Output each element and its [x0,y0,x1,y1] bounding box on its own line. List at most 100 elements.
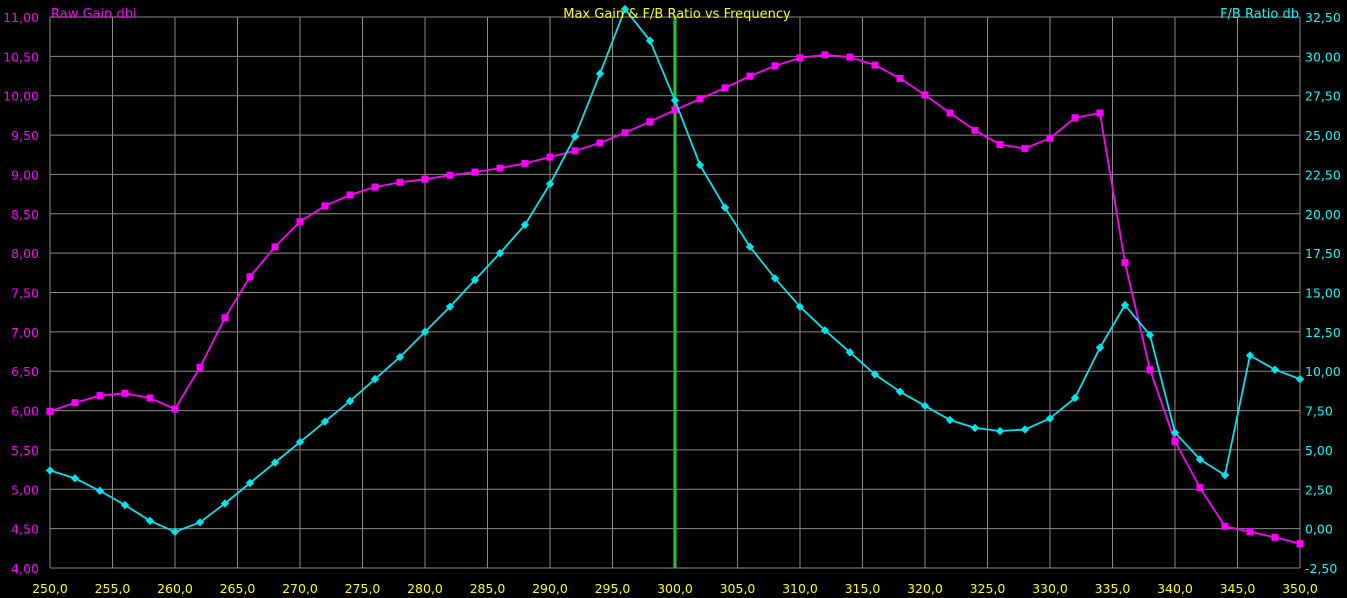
x-tick-label: 315,0 [845,581,881,596]
x-tick-label: 320,0 [907,581,943,596]
y-right-tick-label: 17,50 [1305,246,1341,261]
fb-ratio-point [120,500,130,510]
gain-point [571,147,579,155]
gain-point [96,392,104,400]
fb-ratio-point [1070,393,1080,403]
gain-point [171,405,179,413]
x-tick-label: 285,0 [470,581,506,596]
gain-series [46,51,1304,548]
fb-ratio-point [1095,343,1105,352]
y-left-tick-label: 5,50 [11,443,39,458]
gain-point [1271,533,1279,541]
gain-point [721,84,729,92]
gain-point [471,168,479,176]
gain-point [1046,134,1054,142]
gain-point [1246,528,1254,536]
y-left-tick-label: 6,50 [11,364,39,379]
y-left-tick-label: 7,50 [11,286,39,301]
gain-point [621,129,629,137]
fb-ratio-point [420,327,430,337]
fb-ratio-point [170,527,180,536]
fb-ratio-point [95,486,105,496]
fb-ratio-point [495,248,505,258]
gain-point [671,106,679,114]
y-left-tick-label: 4,50 [11,522,39,537]
x-tick-label: 305,0 [720,581,756,596]
gain-point [196,363,204,371]
y-right-tick-label: 25,00 [1305,128,1341,143]
fb-ratio-point [320,417,330,426]
fb-ratio-point [270,458,280,467]
chart-title: Max Gain & F/B Ratio vs Frequency [563,7,791,22]
gain-point [821,51,829,59]
y-left-axis-label: Raw Gain dbi [51,7,137,22]
fb-ratio-point [70,474,80,483]
y-left-tick-label: 6,00 [11,404,39,419]
fb-ratio-point [520,220,530,230]
gain-point [596,139,604,147]
x-tick-label: 335,0 [1095,581,1131,596]
y-left-tick-label: 10,00 [3,89,39,104]
y-left-tick-label: 9,00 [11,167,39,182]
tick-labels: 250,0 255,0 260,0 265,0 270,0 275,0 280,0 285,0… [3,10,1341,596]
gain-point [896,74,904,82]
fb-ratio-point [870,370,880,379]
gain-point [71,399,79,407]
gain-point [346,191,354,199]
gain-point [1071,114,1079,122]
y-right-tick-label: 0,00 [1305,522,1333,537]
gain-point [1171,437,1179,445]
y-right-tick-label: 2,50 [1305,482,1333,497]
fb-ratio-point [695,160,705,170]
gain-point [1096,109,1104,117]
fb-ratio-point [1220,470,1230,480]
fb-ratio-point [995,426,1005,436]
x-tick-label: 310,0 [782,581,818,596]
y-right-tick-label: -2,50 [1305,561,1337,576]
x-tick-label: 280,0 [407,581,443,596]
x-tick-label: 255,0 [95,581,131,596]
fb-ratio-point [1145,330,1155,340]
fb-ratio-point [1270,365,1280,374]
fb-ratio-point [720,203,730,212]
gain-point [121,389,129,397]
fb-ratio-point [220,499,230,508]
x-tick-label: 325,0 [970,581,1006,596]
series-layer [45,4,1305,548]
fb-ratio-point [1020,425,1030,434]
x-tick-label: 350,0 [1282,581,1318,596]
gain-point [146,394,154,402]
fb-ratio-point [1295,374,1305,384]
y-left-tick-label: 11,00 [3,10,39,25]
gain-point [996,141,1004,149]
gain-point [846,53,854,61]
y-right-tick-label: 30,00 [1305,49,1341,64]
fb-ratio-point [1170,428,1180,437]
gain-point [696,95,704,103]
gain-point [446,171,454,179]
fb-ratio-point [1120,300,1130,310]
fb-ratio-point [895,387,905,396]
fb-ratio-point [645,36,655,45]
fb-ratio-point [670,96,680,105]
y-left-tick-label: 7,00 [11,325,39,340]
y-right-tick-label: 10,00 [1305,364,1341,379]
fb-ratio-point [1045,414,1055,423]
fb-ratio-point [920,401,930,411]
fb-ratio-point [145,516,155,525]
gain-point [421,175,429,183]
gain-point [646,118,654,126]
fb-ratio-point [345,396,355,406]
y-right-tick-label: 32,50 [1305,10,1341,25]
fb-ratio-point [795,302,805,311]
gain-point [46,407,54,415]
gain-point [296,218,304,226]
gain-point [546,153,554,161]
fb-ratio-point [945,415,955,425]
gain-point [1221,522,1229,530]
fb-ratio-point [545,179,555,189]
fb-ratio-point [595,69,605,78]
y-right-tick-label: 22,50 [1305,167,1341,182]
x-tick-label: 275,0 [345,581,381,596]
gain-point [496,164,504,172]
